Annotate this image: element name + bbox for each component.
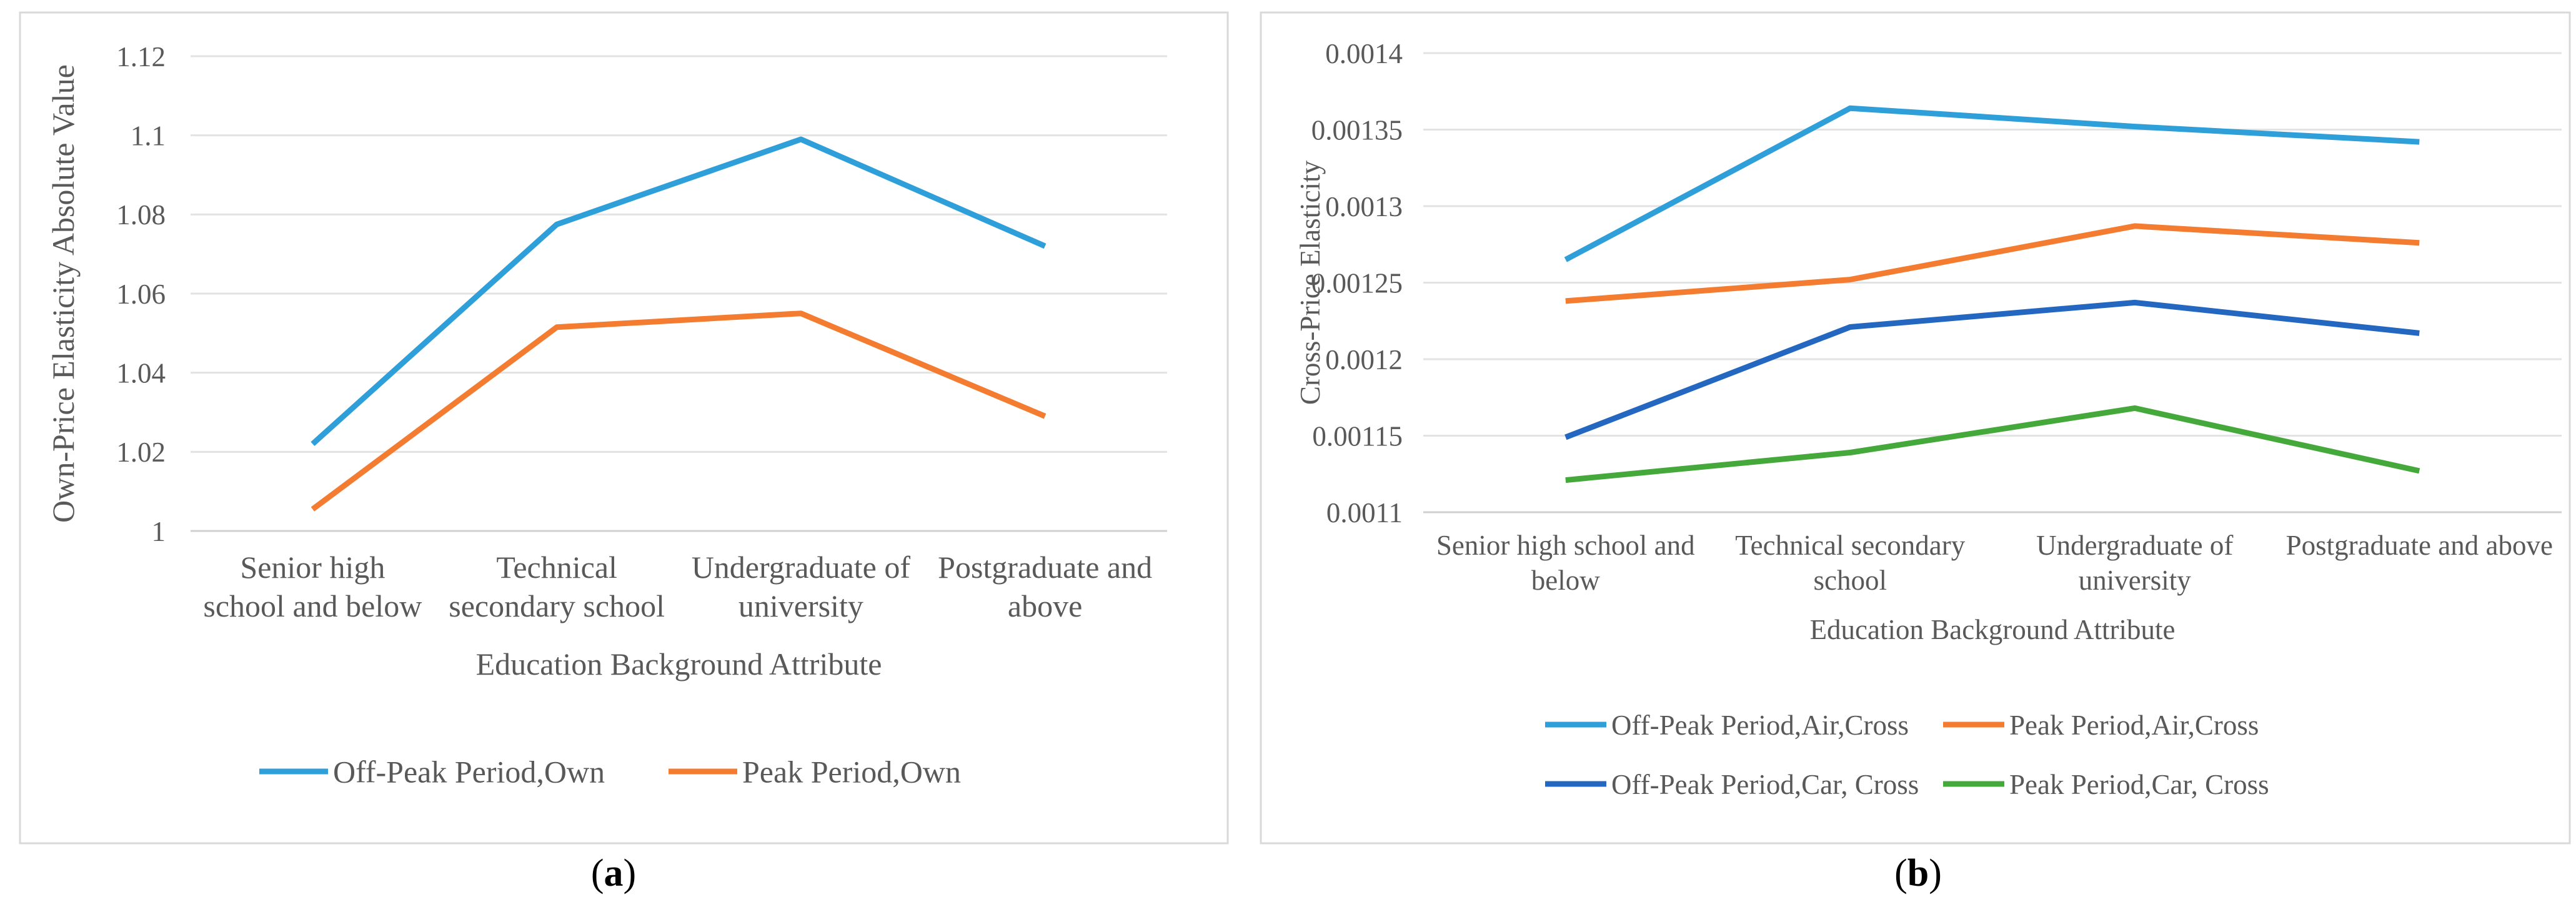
legend-label: Peak Period,Own (742, 755, 961, 790)
x-tick-label: Senior high school and below (1436, 530, 1695, 596)
legend-label: Off-Peak Period,Air,Cross (1611, 710, 1909, 741)
series-line (311, 136, 1047, 447)
chart-panel-b: 0.0011 0.00115 0.0012 0.00125 0.0013 0.00135 0… (1260, 11, 2571, 845)
x-tick-label: Undergraduate of university (2036, 530, 2233, 596)
y-tick-label: 0.00135 (1311, 114, 1403, 146)
x-tick-label: Postgraduate and above (2286, 530, 2553, 561)
series-line (1565, 223, 2420, 304)
legend-label: Off-Peak Period,Own (333, 755, 605, 790)
panel-label: (b) (1894, 852, 1942, 895)
y-tick-label: 1.12 (116, 41, 166, 72)
series-line (1565, 405, 2420, 483)
y-tick-label: 1.1 (131, 120, 166, 151)
chart-border (19, 11, 1229, 845)
y-tick-label: 1.04 (116, 357, 166, 389)
legend-label: Peak Period,Air,Cross (2009, 710, 2259, 741)
x-tick-label: Technical secondary school (449, 550, 665, 623)
y-tick-label: 0.00115 (1312, 420, 1403, 452)
y-tick-label: 0.00125 (1311, 267, 1403, 299)
x-axis-label: Education Background Attribute (1810, 614, 2176, 645)
legend-item: Peak Period,Air,Cross (1943, 710, 2259, 741)
legend-label: Off-Peak Period,Car, Cross (1611, 769, 1919, 800)
x-axis-label: Education Background Attribute (476, 647, 882, 681)
y-tick-label: 1.02 (116, 437, 166, 468)
series-line (1564, 299, 2420, 440)
series-line (1564, 105, 2420, 262)
y-tick-label: 1.06 (116, 279, 166, 310)
legend-label: Peak Period,Car, Cross (2009, 769, 2269, 800)
y-tick-label: 0.0014 (1325, 38, 1403, 69)
legend-item: Off-Peak Period,Own (259, 755, 605, 790)
y-tick-label: 0.0012 (1325, 344, 1403, 375)
x-tick-label: Technical secondary school (1735, 530, 1965, 596)
y-tick-label: 1.08 (116, 199, 166, 230)
legend-item: Off-Peak Period,Air,Cross (1545, 710, 1909, 741)
y-tick-label: 0.0011 (1326, 497, 1403, 528)
y-tick-label: 1 (152, 516, 166, 547)
y-axis-label: Own-Price Elasticity Absolute Value (46, 64, 81, 523)
panel-label: (a) (591, 852, 636, 895)
legend-item: Peak Period,Car, Cross (1943, 769, 2269, 800)
series-line (311, 310, 1047, 512)
chart-panel-a: 1 1.02 1.04 1.06 1.08 1.1 1.12 Senior high schoo… (19, 11, 1229, 845)
x-tick-label: Undergraduate of university (692, 550, 911, 623)
x-tick-label: Postgraduate and above (938, 550, 1152, 623)
y-tick-label: 0.0013 (1325, 191, 1403, 222)
legend-item: Peak Period,Own (669, 755, 961, 790)
chart-border (1260, 11, 2571, 845)
legend-item: Off-Peak Period,Car, Cross (1545, 769, 1919, 800)
x-tick-label: Senior high school and below (203, 550, 422, 623)
y-axis-label: Cross-Price Elasticity (1295, 160, 1326, 405)
